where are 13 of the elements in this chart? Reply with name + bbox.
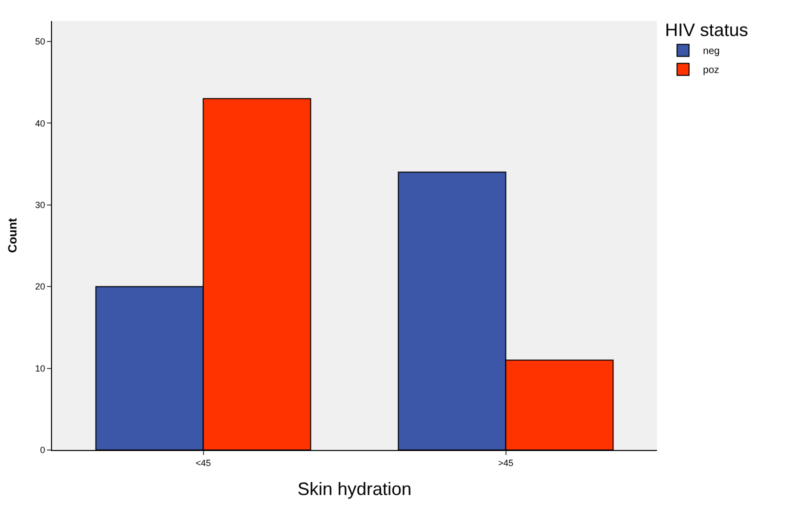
- legend-title: HIV status: [665, 20, 748, 40]
- y-tick-label: 10: [35, 363, 46, 374]
- y-tick-label: 30: [35, 200, 46, 210]
- y-tick-label: 20: [35, 282, 46, 292]
- legend-label: poz: [703, 65, 720, 76]
- y-tick-label: 50: [35, 36, 46, 47]
- x-axis-title: Skin hydration: [297, 478, 412, 499]
- y-tick-label: 40: [35, 118, 46, 128]
- x-tick-label: <45: [196, 458, 211, 468]
- x-tick-label: >45: [498, 458, 514, 468]
- legend-label: neg: [703, 46, 720, 58]
- y-tick-label: 0: [40, 445, 46, 456]
- y-axis-title: Count: [5, 218, 20, 253]
